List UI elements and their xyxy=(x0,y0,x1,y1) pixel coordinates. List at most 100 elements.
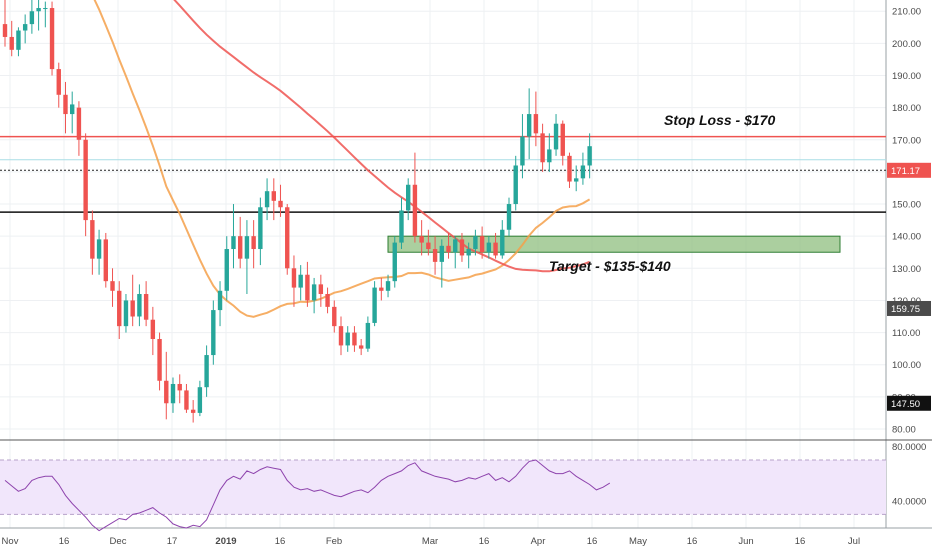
time-tick-label: Nov xyxy=(2,536,19,547)
candle-body xyxy=(345,332,350,346)
candle-body xyxy=(493,242,498,256)
moving-averages xyxy=(93,0,591,318)
candle-body xyxy=(520,136,525,166)
price-tick-label: 80.00 xyxy=(892,424,916,435)
candle-body xyxy=(251,236,256,250)
candle-body xyxy=(453,239,458,253)
time-tick-label: Jun xyxy=(738,536,753,547)
candle-body xyxy=(533,114,539,134)
candle-body xyxy=(238,236,243,259)
candle-body xyxy=(197,387,203,413)
time-tick-label: 16 xyxy=(59,536,70,547)
candle-body xyxy=(291,268,297,288)
candle-body xyxy=(70,104,75,115)
price-tick-label: 100.00 xyxy=(892,360,921,371)
candle-body xyxy=(567,155,572,182)
candle-body xyxy=(231,236,236,250)
stop-loss-annotation: Stop Loss - $170 xyxy=(664,112,775,128)
candle-body xyxy=(392,242,397,282)
candle-body xyxy=(479,236,485,253)
price-axis[interactable]: 210.00200.00190.00180.00170.00160.00150.… xyxy=(892,7,926,508)
candle-body xyxy=(446,245,451,253)
price-tag-label: 147.50 xyxy=(891,399,920,410)
candle-body xyxy=(419,236,424,243)
candle-body xyxy=(553,123,559,150)
candle-body xyxy=(412,184,418,237)
time-tick-label: 16 xyxy=(479,536,490,547)
candle-body xyxy=(36,8,41,12)
candle-body xyxy=(305,274,310,301)
candle-body xyxy=(217,290,223,311)
candle-body xyxy=(164,380,169,404)
candle-body xyxy=(358,345,364,349)
candle-body xyxy=(244,236,250,259)
candle-body xyxy=(352,332,357,346)
price-tick-label: 210.00 xyxy=(892,7,921,18)
short-moving-average xyxy=(93,0,591,318)
time-tick-label: 16 xyxy=(587,536,598,547)
candle-body xyxy=(486,242,492,253)
rsi-band xyxy=(0,460,886,515)
candle-body xyxy=(90,220,95,259)
candle-body xyxy=(506,204,512,230)
price-tick-label: 130.00 xyxy=(892,264,921,275)
price-tick-label: 190.00 xyxy=(892,71,921,82)
price-tag-label: 171.17 xyxy=(891,166,920,177)
candle-body xyxy=(264,191,270,208)
price-tag xyxy=(887,162,931,178)
candle-body xyxy=(432,249,438,262)
time-axis[interactable]: Nov 16 Dec 17 2019 16 Feb Mar 16 Apr 16 May 16 Jun 16 J… xyxy=(2,536,861,547)
time-tick-label: 16 xyxy=(795,536,806,547)
candle-body xyxy=(285,207,290,269)
rsi-line xyxy=(4,459,611,532)
price-tick-label: 110.00 xyxy=(892,328,920,339)
rsi-pane xyxy=(0,459,886,532)
price-tag-label: 159.75 xyxy=(891,304,920,315)
candle-body xyxy=(298,274,303,288)
candle-body xyxy=(43,8,48,10)
time-tick-label: 17 xyxy=(167,536,178,547)
candle-body xyxy=(56,69,61,95)
candle-body xyxy=(117,290,122,327)
candle-body xyxy=(406,184,411,211)
candle-body xyxy=(500,229,505,256)
candle-body xyxy=(379,287,384,291)
candle-body xyxy=(83,139,88,221)
time-tick-label: Dec xyxy=(110,536,127,547)
candle-body xyxy=(130,300,135,317)
time-tick-label: Mar xyxy=(422,536,438,547)
candle-body xyxy=(150,319,156,339)
candle-body xyxy=(2,24,8,37)
price-tick-label: 200.00 xyxy=(892,39,921,50)
candle-body xyxy=(587,146,592,166)
time-tick-label: Jul xyxy=(848,536,860,547)
candle-body xyxy=(574,178,579,182)
candle-body xyxy=(157,338,162,381)
price-tag xyxy=(887,300,931,316)
time-tick-label: 2019 xyxy=(215,536,236,547)
rsi-tick-label: 80.0000 xyxy=(892,442,926,453)
annotations: Stop Loss - $170 Target - $135-$140 xyxy=(549,112,775,274)
candle-body xyxy=(540,133,545,163)
candle-body xyxy=(96,239,102,259)
candle-body xyxy=(170,383,176,404)
candle-body xyxy=(547,149,552,163)
candle-body xyxy=(224,249,229,291)
candle-body xyxy=(258,207,263,250)
price-tick-label: 170.00 xyxy=(892,135,921,146)
candle-body xyxy=(473,236,478,250)
candle-body xyxy=(318,284,324,295)
candle-body xyxy=(271,191,276,201)
candlesticks xyxy=(2,0,592,423)
candle-body xyxy=(49,8,55,70)
candle-body xyxy=(385,281,391,291)
candle-body xyxy=(177,383,182,391)
time-tick-label: 16 xyxy=(275,536,286,547)
candle-body xyxy=(459,239,465,256)
candle-body xyxy=(426,242,431,250)
price-tick-label: 180.00 xyxy=(892,103,921,114)
candle-body xyxy=(123,300,129,327)
price-tick-label: 140.00 xyxy=(892,232,921,243)
candle-body xyxy=(580,165,586,179)
